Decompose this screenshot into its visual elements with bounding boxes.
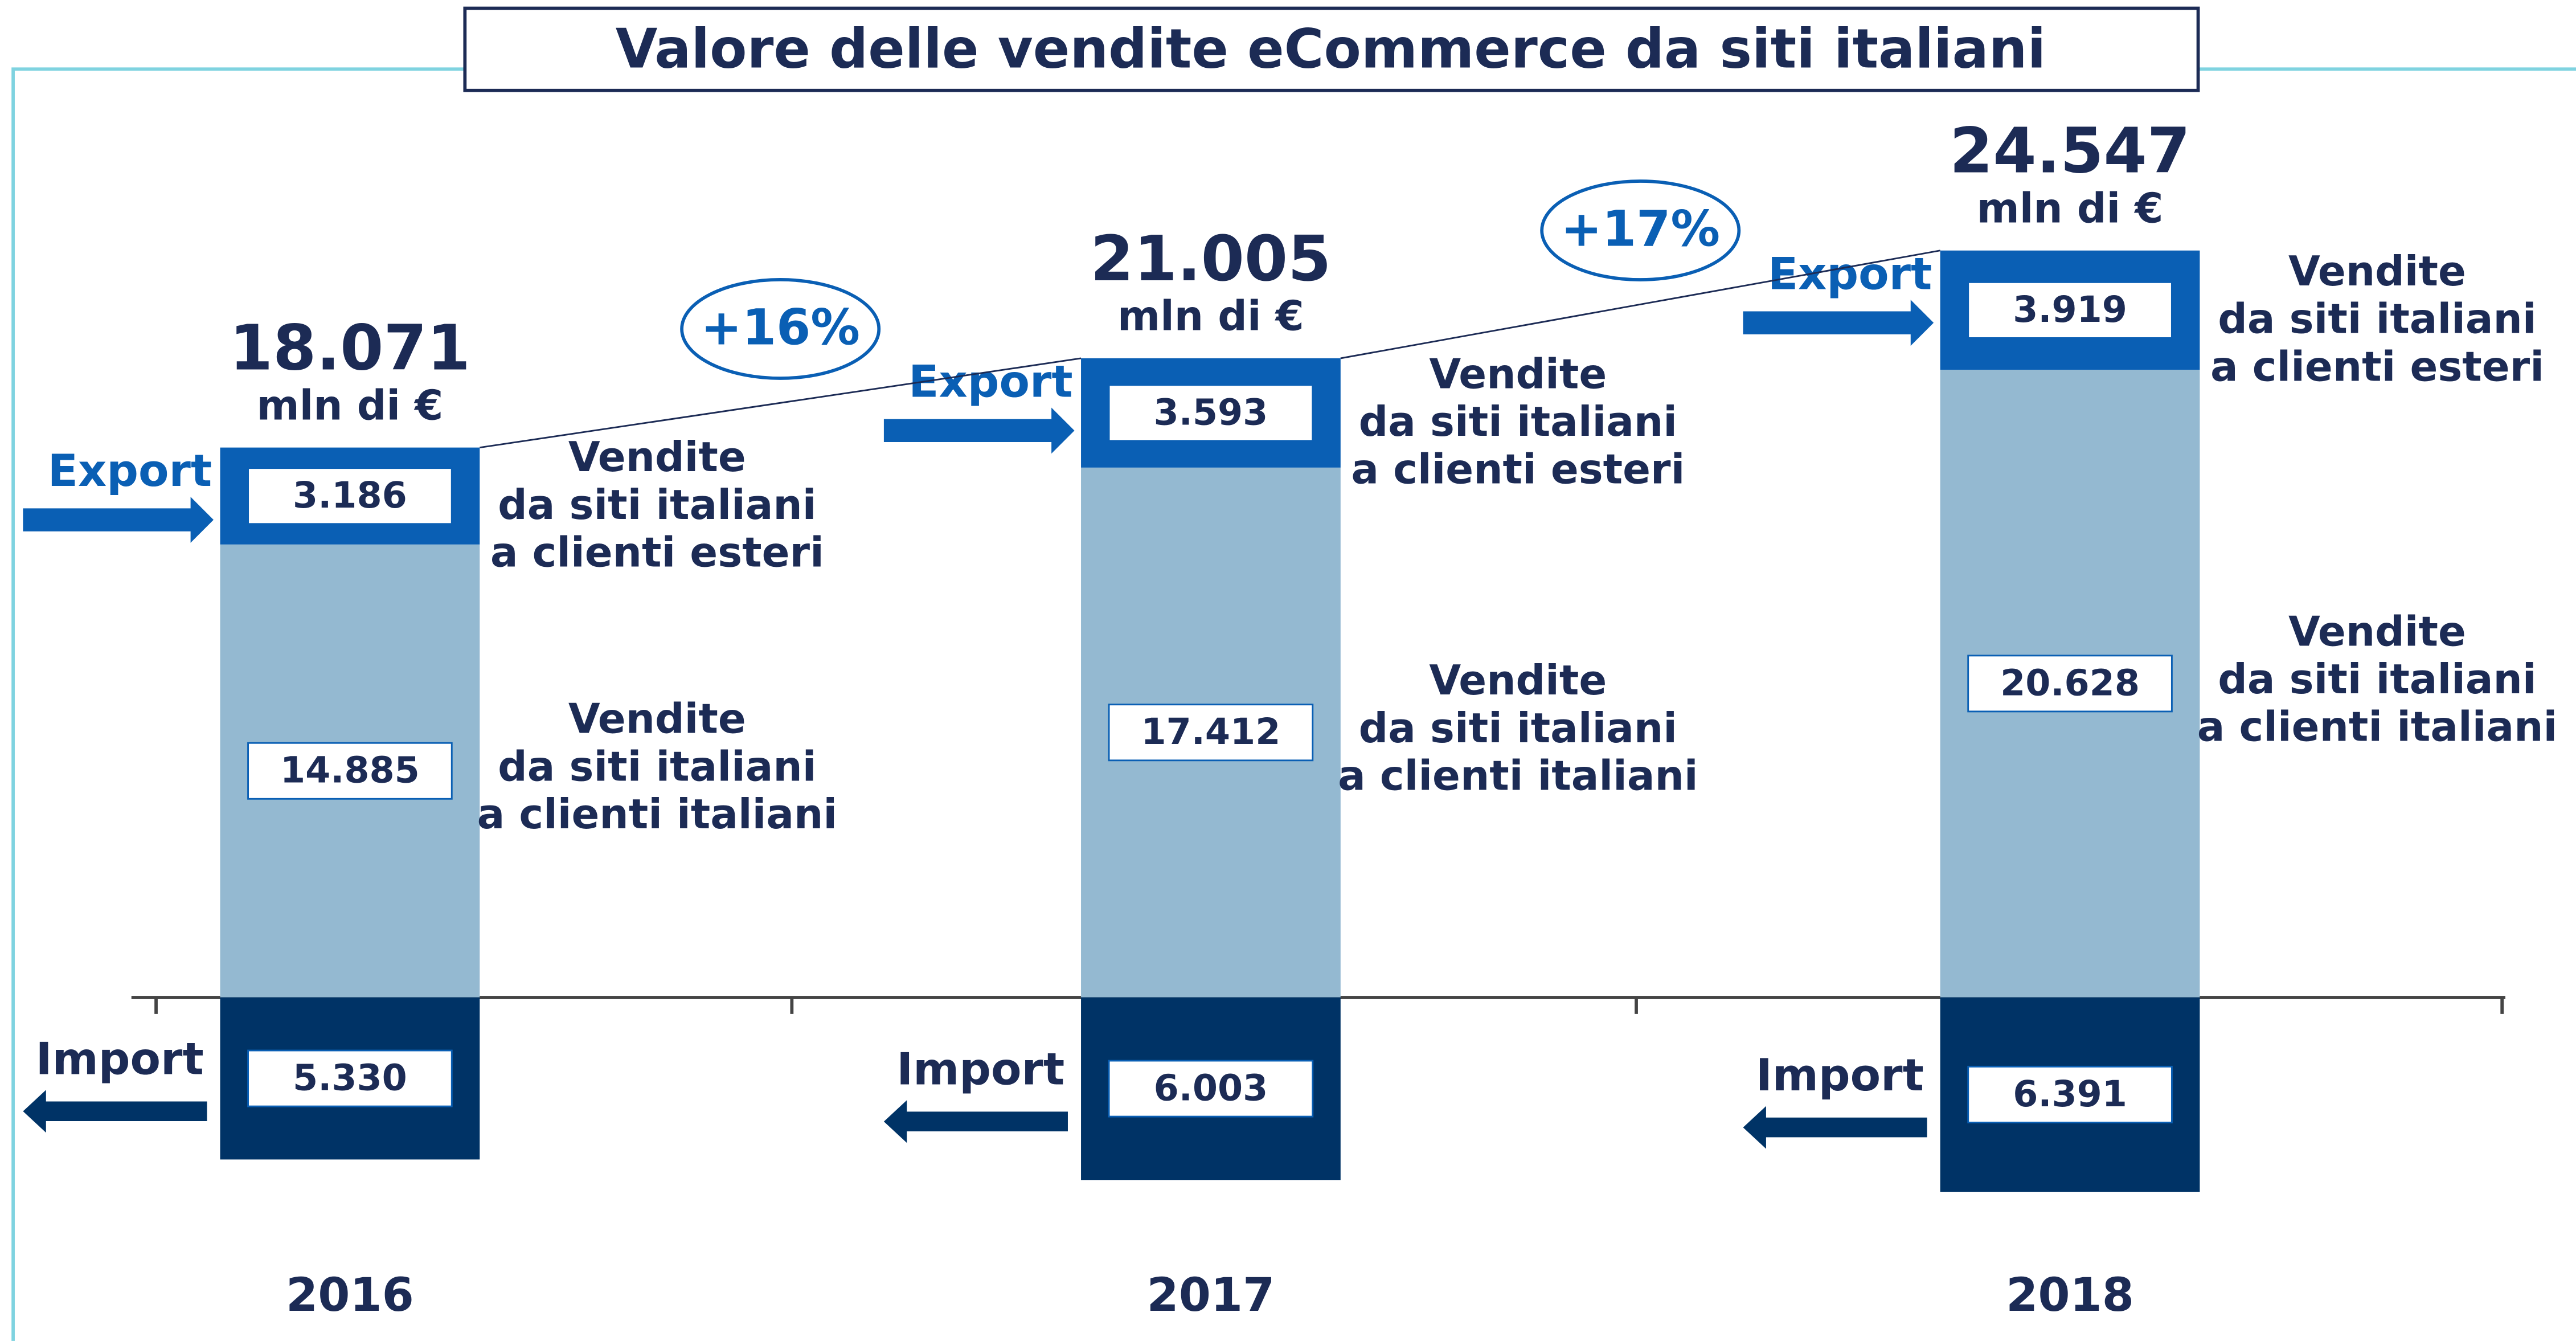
x-tick-label: 2017: [1147, 1269, 1275, 1322]
segment-description: a clienti italiani: [2197, 704, 2557, 751]
total-label: 21.005: [1090, 222, 1331, 295]
value-box: [247, 1049, 453, 1107]
segment-description: a clienti esteri: [2210, 343, 2544, 391]
value-label: 3.593: [1154, 391, 1268, 433]
segment-description: a clienti esteri: [490, 529, 824, 577]
value-box: [247, 742, 453, 800]
total-unit: mln di €: [1977, 185, 2164, 233]
import-tag: Import: [1756, 1050, 1924, 1101]
segment-description: da siti italiani: [498, 743, 816, 791]
total-label: 18.071: [230, 312, 470, 385]
segment-description: Vendite: [568, 434, 746, 481]
growth-badge: [1540, 179, 1741, 281]
title-box: [463, 6, 2200, 92]
trend-line: [480, 357, 1082, 449]
segment-description: Vendite: [568, 696, 746, 743]
total-label: 24.547: [1950, 115, 2190, 187]
value-box: [1967, 281, 2173, 339]
segment-description: Vendite: [1429, 350, 1607, 398]
value-box: [1108, 384, 1314, 442]
frame: [11, 67, 2576, 1341]
import-arrow: [1743, 1106, 1927, 1149]
segment-description: da siti italiani: [1359, 398, 1677, 446]
value-box: [1108, 1060, 1314, 1118]
axis-ticks: [154, 997, 2504, 1014]
segment-description: a clienti esteri: [1351, 446, 1685, 494]
segment-description: Vendite: [1429, 657, 1607, 705]
export-tag: Export: [908, 357, 1072, 408]
segment-description: da siti italiani: [498, 481, 816, 529]
segment-description: a clienti italiani: [477, 791, 837, 839]
import-tag: Import: [896, 1044, 1064, 1095]
total-unit: mln di €: [1117, 293, 1304, 341]
value-label: 17.412: [1141, 710, 1280, 753]
segment-description: Vendite: [2288, 248, 2466, 296]
growth-label: +16%: [701, 299, 860, 356]
value-box: [1967, 655, 2173, 713]
export-arrow: [1743, 300, 1934, 346]
value-label: 6.391: [2013, 1073, 2127, 1115]
export-arrow: [23, 497, 214, 543]
segment-description: da siti italiani: [2218, 296, 2536, 344]
value-label: 6.003: [1154, 1066, 1268, 1109]
import-arrow: [883, 1100, 1068, 1143]
segment-description: a clienti italiani: [1338, 753, 1698, 800]
x-tick-label: 2018: [2006, 1269, 2134, 1322]
chart-title: Valore delle vendite eCommerce da siti i…: [616, 18, 2046, 80]
value-label: 14.885: [280, 749, 420, 791]
import-arrow: [23, 1090, 207, 1133]
value-label: 20.628: [2000, 661, 2140, 704]
total-unit: mln di €: [256, 382, 443, 430]
segment-description: da siti italiani: [2218, 656, 2536, 704]
value-box: [247, 467, 453, 525]
export-tag: Export: [48, 445, 212, 497]
growth-badge: [680, 278, 881, 380]
x-tick-label: 2016: [286, 1269, 414, 1322]
value-label: 5.330: [293, 1057, 407, 1099]
segment-description: da siti italiani: [1359, 705, 1677, 753]
value-box: [1108, 704, 1314, 762]
value-box: [1967, 1065, 2173, 1123]
value-label: 3.186: [293, 474, 407, 516]
growth-label: +17%: [1561, 201, 1720, 257]
trend-line: [1340, 250, 1940, 359]
export-arrow: [883, 407, 1075, 454]
import-tag: Import: [36, 1034, 204, 1085]
value-label: 3.919: [2013, 288, 2127, 330]
segment-description: Vendite: [2288, 608, 2466, 656]
